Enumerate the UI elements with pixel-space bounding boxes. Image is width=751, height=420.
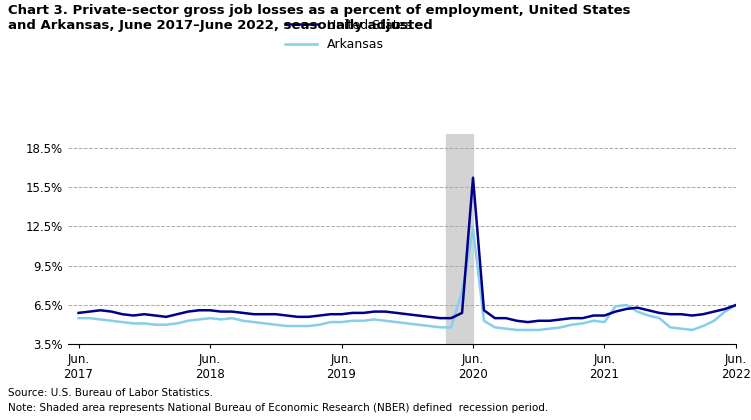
Line: United States: United States [79,178,736,322]
Text: Chart 3. Private-sector gross job losses as a percent of employment, United Stat: Chart 3. Private-sector gross job losses… [8,4,630,32]
Arkansas [424,323,433,328]
Arkansas [479,318,488,323]
Arkansas [74,316,83,321]
United States [206,308,215,313]
United States [731,302,740,307]
Arkansas [731,302,740,307]
Text: Source: U.S. Bureau of Labor Statistics.: Source: U.S. Bureau of Labor Statistics. [8,388,213,399]
Text: Note: Shaded area represents National Bureau of Economic Research (NBER) defined: Note: Shaded area represents National Bu… [8,403,547,413]
Legend: United States, Arkansas: United States, Arkansas [285,19,412,51]
United States [424,314,433,319]
United States [469,175,478,180]
United States [228,309,237,314]
Arkansas [665,325,674,330]
Line: Arkansas: Arkansas [79,229,736,330]
United States [479,308,488,313]
United States [304,314,313,319]
Arkansas [469,226,478,231]
Arkansas [512,328,521,333]
Bar [445,134,473,344]
United States [665,312,674,317]
United States [523,320,532,325]
United States [74,310,83,315]
Arkansas [304,323,313,328]
Arkansas [228,316,237,321]
Arkansas [206,316,215,321]
